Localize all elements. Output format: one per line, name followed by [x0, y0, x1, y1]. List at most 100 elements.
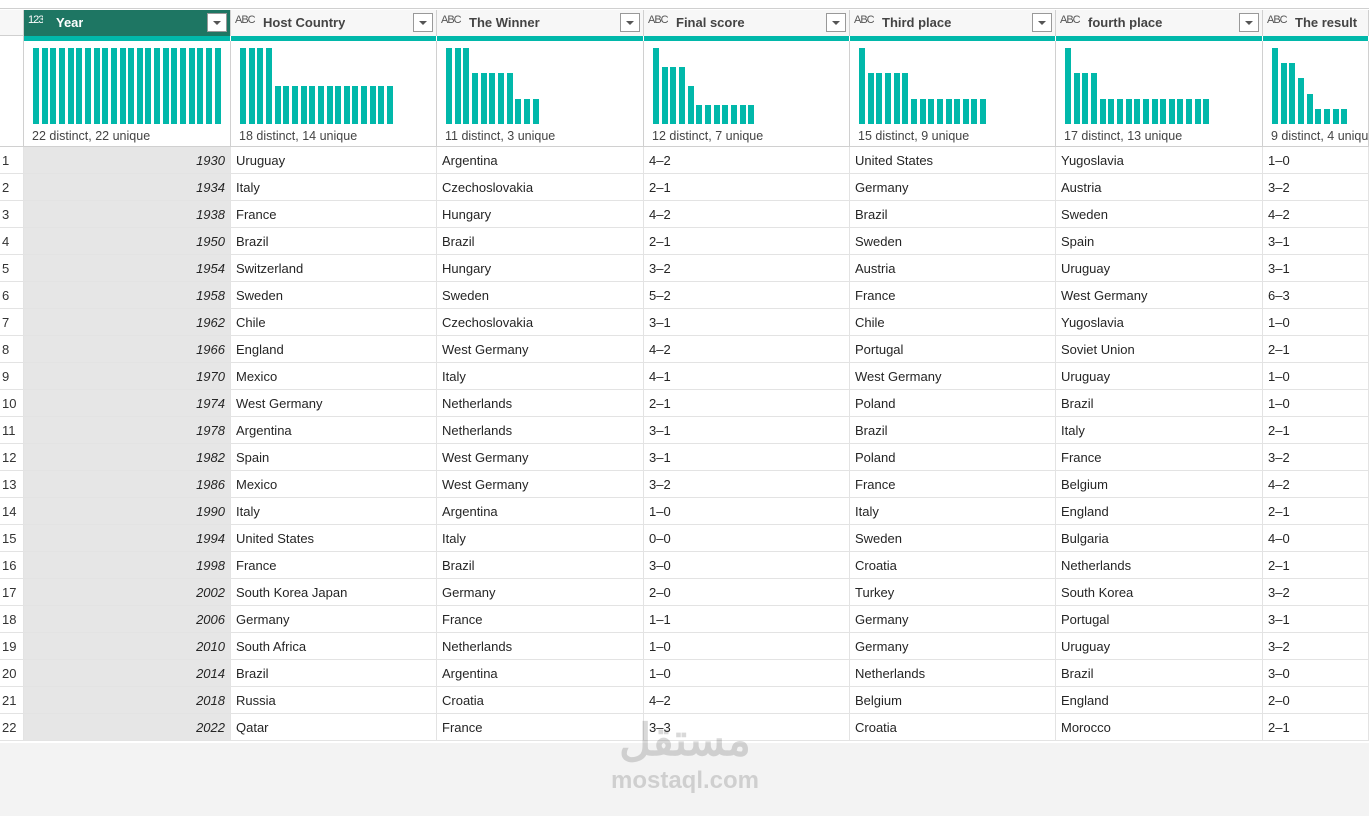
- histogram-bar: [532, 98, 539, 124]
- histogram-bar: [240, 48, 246, 124]
- histogram-bar: [387, 86, 394, 124]
- dropdown-arrow: [832, 21, 840, 25]
- column-header[interactable]: ABC Host Country: [231, 10, 437, 36]
- cell: West Germany: [1056, 282, 1263, 309]
- row-number: 14: [0, 498, 24, 525]
- histogram-bar: [687, 86, 694, 124]
- histogram-bar: [136, 48, 143, 124]
- filter-dropdown[interactable]: [620, 13, 640, 32]
- column-profile: 17 distinct, 13 unique: [1056, 41, 1263, 147]
- cell: Netherlands: [850, 660, 1056, 687]
- table-menu[interactable]: [0, 10, 24, 36]
- row-number: 20: [0, 660, 24, 687]
- cell: England: [231, 336, 437, 363]
- cell: Belgium: [1056, 471, 1263, 498]
- row-number: 8: [0, 336, 24, 363]
- year-cell: 1962: [24, 309, 231, 336]
- type-icon: ABC: [235, 14, 255, 26]
- column-name: Final score: [676, 15, 745, 30]
- cell: England: [1056, 687, 1263, 714]
- cell: France: [437, 606, 644, 633]
- histogram-bar: [859, 48, 865, 124]
- column-header[interactable]: ABC The Winner: [437, 10, 644, 36]
- cell: 2–1: [1263, 552, 1369, 579]
- histogram-bar: [41, 48, 48, 124]
- histogram-bar: [214, 48, 221, 124]
- histogram-bar: [1315, 108, 1322, 124]
- row-number: 3: [0, 201, 24, 228]
- histogram-bar: [283, 86, 290, 124]
- cell: Chile: [850, 309, 1056, 336]
- histogram-bar: [497, 73, 504, 124]
- cell: Italy: [437, 363, 644, 390]
- cell: Czechoslovakia: [437, 174, 644, 201]
- row-number: 12: [0, 444, 24, 471]
- filter-dropdown[interactable]: [207, 13, 227, 32]
- type-icon: ABC: [1267, 14, 1287, 26]
- column-header[interactable]: ABC fourth place: [1056, 10, 1263, 36]
- row-number: 1: [0, 147, 24, 174]
- cell: Italy: [850, 498, 1056, 525]
- histogram-bar: [58, 48, 65, 124]
- year-cell: 1982: [24, 444, 231, 471]
- histogram-bar: [893, 73, 900, 124]
- cell: France: [231, 552, 437, 579]
- cell: Bulgaria: [1056, 525, 1263, 552]
- cell: 3–2: [644, 255, 850, 282]
- year-cell: 2002: [24, 579, 231, 606]
- row-number: 6: [0, 282, 24, 309]
- formula-strip: [0, 0, 1369, 9]
- histogram-bar: [489, 73, 496, 124]
- cell: Morocco: [1056, 714, 1263, 741]
- column-header[interactable]: ABC The result: [1263, 10, 1369, 36]
- column-header[interactable]: ABC Final score: [644, 10, 850, 36]
- histogram-bar: [1090, 73, 1097, 124]
- watermark-logo: مستقل: [619, 716, 751, 765]
- filter-dropdown[interactable]: [826, 13, 846, 32]
- histogram-bar: [317, 86, 324, 124]
- column-name: fourth place: [1088, 15, 1163, 30]
- year-cell: 2022: [24, 714, 231, 741]
- histogram-bar: [1116, 98, 1123, 124]
- histogram-bar: [1203, 98, 1210, 124]
- histogram-bar: [902, 73, 909, 124]
- cell: Croatia: [850, 552, 1056, 579]
- histogram-bar: [936, 98, 943, 124]
- histogram-bar: [1168, 98, 1175, 124]
- cell: Croatia: [850, 714, 1056, 741]
- cell: 1–0: [644, 660, 850, 687]
- cell: Netherlands: [1056, 552, 1263, 579]
- cell: Sweden: [231, 282, 437, 309]
- histogram-bar: [1108, 98, 1115, 124]
- cell: Russia: [231, 687, 437, 714]
- column-header[interactable]: 123 Year: [24, 10, 231, 36]
- filter-dropdown[interactable]: [413, 13, 433, 32]
- type-icon: ABC: [648, 14, 668, 26]
- cell: South Africa: [231, 633, 437, 660]
- histogram-bar: [154, 48, 161, 124]
- cell: 1–0: [1263, 147, 1369, 174]
- filter-dropdown[interactable]: [1239, 13, 1259, 32]
- cell: Brazil: [850, 417, 1056, 444]
- profile-stats: 17 distinct, 13 unique: [1064, 129, 1183, 143]
- cell: Brazil: [1056, 390, 1263, 417]
- type-icon: ABC: [441, 14, 461, 26]
- filter-dropdown[interactable]: [1032, 13, 1052, 32]
- histogram-bar: [454, 48, 461, 124]
- row-number: 10: [0, 390, 24, 417]
- histogram-bar: [867, 73, 874, 124]
- histogram-bar: [1297, 78, 1304, 124]
- histogram-bar: [910, 98, 917, 124]
- column-header[interactable]: ABC Third place: [850, 10, 1056, 36]
- cell: Argentina: [437, 498, 644, 525]
- histogram-bar: [696, 105, 703, 124]
- cell: Austria: [850, 255, 1056, 282]
- cell: 3–1: [1263, 606, 1369, 633]
- row-number: 19: [0, 633, 24, 660]
- row-number: 17: [0, 579, 24, 606]
- row-number: 16: [0, 552, 24, 579]
- cell: Sweden: [850, 228, 1056, 255]
- cell: Argentina: [231, 417, 437, 444]
- histogram-bar: [84, 48, 91, 124]
- year-cell: 1934: [24, 174, 231, 201]
